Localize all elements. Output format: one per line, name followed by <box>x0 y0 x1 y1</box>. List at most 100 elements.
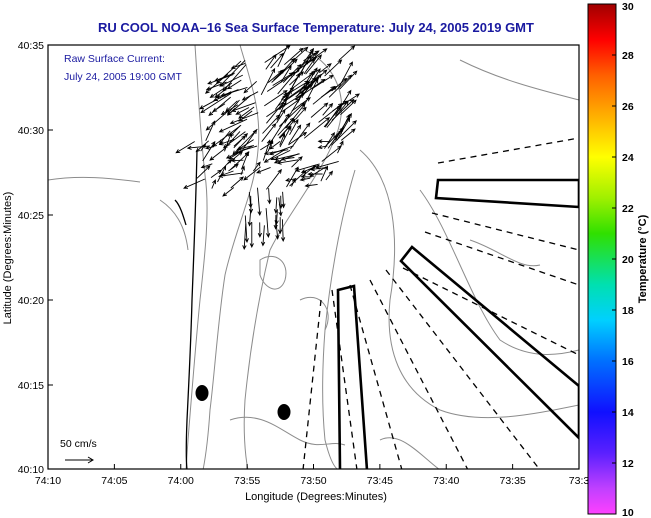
current-vector <box>311 74 334 90</box>
current-vector <box>230 158 244 163</box>
current-vector <box>215 89 239 99</box>
current-vector <box>279 132 286 146</box>
current-vector <box>249 222 254 249</box>
current-vector <box>265 208 271 238</box>
current-vector <box>335 89 352 116</box>
colorbar-tick-label: 24 <box>622 152 634 164</box>
current-vectors <box>175 45 360 251</box>
current-vector <box>265 53 277 70</box>
current-vector <box>257 187 262 217</box>
current-vector <box>226 151 244 165</box>
current-vector <box>324 104 342 128</box>
current-vector <box>322 102 334 116</box>
current-vector <box>266 97 288 124</box>
current-vector <box>220 158 233 172</box>
current-vector <box>238 110 253 122</box>
current-vector <box>273 197 279 214</box>
colorbar-tick-label: 14 <box>622 407 634 419</box>
current-vector <box>219 130 231 145</box>
current-vector <box>231 102 256 112</box>
current-vector <box>260 225 266 247</box>
current-vector <box>263 149 286 163</box>
x-tick-label: 74:05 <box>101 475 127 487</box>
current-vector <box>276 108 286 124</box>
current-vector <box>186 145 211 150</box>
current-vector <box>278 125 291 139</box>
colorbar-ticks: 30 28 26 24 22 20 18 16 14 12 10 <box>612 1 634 518</box>
current-vector <box>315 160 339 169</box>
current-vector <box>325 170 334 181</box>
current-vector <box>275 219 280 240</box>
current-vector <box>299 177 311 182</box>
current-vector <box>247 208 252 227</box>
current-vector <box>266 168 282 190</box>
colorbar-tick-label: 20 <box>622 254 634 266</box>
x-axis-ticks: 74:10 74:05 74:00 73:55 73:50 73:45 73:40 73:35… <box>35 464 590 487</box>
current-vector <box>227 95 252 116</box>
x-tick-label: 74:10 <box>35 475 61 487</box>
x-tick-label: 73:45 <box>367 475 393 487</box>
current-vector <box>262 114 281 134</box>
x-tick-label: 73:50 <box>300 475 326 487</box>
current-vector <box>218 118 248 133</box>
radial-dashed-lines <box>302 137 579 469</box>
current-vector <box>232 128 258 156</box>
current-vector <box>309 48 328 62</box>
current-vector <box>205 110 229 131</box>
current-vector <box>202 140 216 162</box>
current-vector <box>269 113 290 144</box>
current-vector <box>288 124 302 144</box>
current-vector <box>305 54 322 75</box>
current-vector <box>266 102 287 118</box>
current-vector <box>280 219 286 243</box>
current-vector <box>264 90 288 107</box>
current-vector <box>270 52 284 69</box>
y-tick-label: 40:30 <box>18 125 44 137</box>
current-vector <box>277 217 283 235</box>
current-vector <box>226 79 242 90</box>
current-vector <box>336 117 351 141</box>
current-vector <box>230 176 245 189</box>
y-tick-label: 40:15 <box>18 380 44 392</box>
current-vector <box>261 122 277 142</box>
x-tick-label: 74:00 <box>168 475 194 487</box>
current-vector <box>290 122 311 150</box>
current-vector <box>209 147 226 161</box>
current-vector <box>280 57 296 75</box>
x-tick-label: 73:3 <box>569 475 590 487</box>
current-vector <box>303 50 320 62</box>
x-tick-label: 73:40 <box>433 475 459 487</box>
current-vector <box>300 164 319 174</box>
current-vector <box>305 67 318 87</box>
current-vector <box>219 59 246 87</box>
y-tick-label: 40:10 <box>18 464 44 476</box>
current-vector <box>326 100 349 128</box>
current-vector <box>288 131 308 146</box>
current-vector <box>238 106 255 119</box>
colorbar-tick-label: 22 <box>622 203 634 215</box>
current-vector <box>309 167 326 172</box>
current-vector <box>243 166 261 181</box>
y-tick-label: 40:25 <box>18 210 44 222</box>
current-vector <box>338 61 353 88</box>
overlay-label-line1: Raw Surface Current: <box>64 53 165 65</box>
current-vector <box>200 163 213 169</box>
current-vector <box>340 128 356 141</box>
current-vector <box>208 96 231 116</box>
bathymetry-contours <box>48 45 579 469</box>
overlay-label-line2: July 24, 2005 19:00 GMT <box>64 71 182 83</box>
current-vector <box>267 138 274 152</box>
current-vector <box>256 166 271 174</box>
current-vector <box>324 59 343 77</box>
current-vector <box>339 70 358 90</box>
current-vector <box>271 58 298 83</box>
current-vector <box>200 143 207 152</box>
scale-label: 50 cm/s <box>60 438 97 450</box>
y-axis-ticks: 40:35 40:30 40:25 40:20 40:15 40:10 <box>18 40 53 476</box>
current-vector <box>248 192 253 209</box>
current-vector <box>215 60 242 85</box>
y-tick-label: 40:20 <box>18 295 44 307</box>
current-vector <box>268 145 294 156</box>
current-vector <box>230 151 250 170</box>
current-vector <box>267 70 283 83</box>
